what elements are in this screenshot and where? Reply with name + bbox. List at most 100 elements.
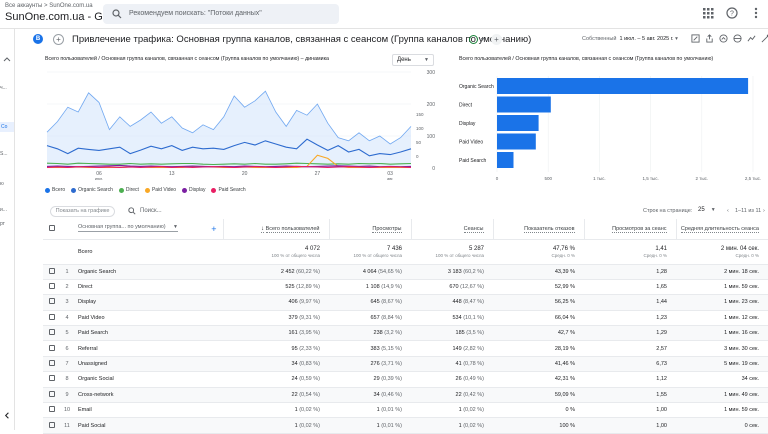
share-icon[interactable] [705, 34, 714, 43]
legend-swatch [45, 187, 50, 193]
views-pct: (3,2 %) [384, 330, 402, 337]
users-value: 525 [285, 284, 295, 291]
series-line [46, 138, 412, 157]
row-checkbox[interactable] [48, 406, 55, 413]
x-tick-label: 03 [387, 171, 393, 177]
table-row[interactable]: 11 Paid Social 1 (0,02 %) 1 (0,01 %) 1 (0,02… [43, 417, 768, 434]
y2-tick-label: 50 [416, 140, 422, 145]
column-header-avg-session-duration[interactable]: Средняя длительность сеанса [675, 219, 768, 240]
column-header-views[interactable]: Просмотры [328, 219, 411, 240]
table-row[interactable]: 1 Organic Search 2 452 (60,22 %) 4 064 (54,… [43, 264, 768, 280]
legend-item[interactable]: Organic Search [71, 187, 113, 193]
comparison-badge[interactable]: B [33, 34, 43, 44]
plot-rows-button[interactable]: Показать на графике [50, 206, 115, 217]
rail-item[interactable]: и... [0, 207, 7, 213]
legend-item[interactable]: Всего [45, 187, 65, 193]
row-checkbox[interactable] [48, 375, 55, 382]
account-breadcrumb[interactable]: Все аккаунты > SunOne.com.ua [5, 3, 93, 9]
chevron-down-icon[interactable]: ▾ [481, 37, 485, 43]
table-row[interactable]: 5 Paid Search 161 (3,95 %) 238 (3,2 %) 185 (… [43, 325, 768, 342]
select-all-checkbox[interactable] [48, 224, 55, 231]
next-page-button[interactable]: › [763, 208, 765, 214]
legend-swatch [211, 187, 217, 193]
help-icon[interactable]: ? [726, 7, 738, 19]
explore-icon[interactable] [761, 34, 768, 43]
channel-name: Email [74, 402, 223, 419]
bar-organic-search[interactable] [497, 78, 749, 94]
granularity-select[interactable]: День ▼ [392, 54, 434, 66]
x-tick-label: июл. [95, 176, 104, 181]
row-checkbox[interactable] [48, 344, 55, 351]
table-row[interactable]: 6 Referral 95 (2,33 %) 383 (5,15 %) 149 (2,8… [43, 340, 768, 357]
compare-icon[interactable] [733, 34, 742, 43]
x-tick-label: 0 [496, 176, 499, 181]
date-range-picker[interactable]: Собственный 1 июл. – 5 авг. 2025 г. ▾ [582, 36, 678, 42]
views-pct: (0,01 %) [381, 407, 402, 414]
y-tick-label: 300 [427, 70, 436, 76]
rail-item[interactable]: ю [0, 181, 4, 187]
column-header-bounce-rate[interactable]: Показатель отказов [492, 219, 584, 240]
add-comparison-button[interactable]: + [53, 34, 64, 45]
users-pct: (3,95 %) [299, 330, 320, 337]
row-checkbox[interactable] [48, 313, 55, 320]
bar-paid-search[interactable] [497, 152, 514, 168]
table-row[interactable]: 4 Paid Video 379 (9,31 %) 657 (8,84 %) 534 (… [43, 310, 768, 327]
rail-item[interactable]: ч... [0, 85, 7, 91]
table-row[interactable]: 8 Organic Social 24 (0,59 %) 29 (0,39 %) 26 … [43, 371, 768, 388]
row-checkbox[interactable] [48, 390, 55, 397]
edit-icon[interactable] [691, 34, 700, 43]
add-dimension-button[interactable]: + [211, 223, 217, 234]
legend-item[interactable]: Display [182, 187, 205, 193]
legend-item[interactable]: Paid Search [211, 187, 246, 193]
table-row[interactable]: 7 Unassigned 34 (0,83 %) 276 (3,71 %) 41 (0,… [43, 356, 768, 373]
trend-icon[interactable] [747, 34, 756, 43]
row-checkbox[interactable] [48, 421, 55, 428]
rail-item[interactable]: S... [0, 151, 8, 157]
chevron-left-icon[interactable] [3, 411, 12, 420]
add-report-button[interactable]: + [491, 34, 502, 45]
sessions-value: 1 [458, 407, 462, 414]
y2-tick-label: 150 [416, 112, 424, 117]
verified-check-icon [469, 35, 478, 44]
column-header-views-per-session[interactable]: Просмотров за сеанс [583, 219, 676, 240]
apps-grid-icon[interactable] [702, 7, 714, 19]
legend-item[interactable]: Paid Video [144, 187, 176, 193]
column-header-users[interactable]: ↓ Всего пользователей [222, 219, 329, 240]
bar-direct[interactable] [497, 96, 551, 113]
search-input[interactable]: Рекомендуем поискать: "Потоки данных" [103, 4, 339, 24]
channel-name: Referral [74, 340, 223, 357]
table-row[interactable]: 3 Display 406 (9,97 %) 645 (8,67 %) 448 (8,4… [43, 294, 768, 311]
avg-duration-value: 1 мин. 49 сек. [676, 387, 768, 404]
row-checkbox[interactable] [48, 298, 55, 305]
row-checkbox[interactable] [48, 329, 55, 336]
bar-display[interactable] [497, 115, 539, 131]
chevron-up-icon[interactable] [2, 55, 12, 65]
table-row[interactable]: 9 Cross-network 22 (0,54 %) 34 (0,46 %) 22 (… [43, 387, 768, 404]
dimension-select[interactable]: Основная группа... по умолчанию) ▼ [78, 224, 178, 232]
avg-duration-value: 2 мин. 18 сек. [676, 264, 768, 280]
sessions-value: 670 [449, 284, 459, 291]
bar-chart[interactable]: 0 500 1 тыс. 1,5 тыс. 2 тыс. 2,5 тыс. Organic … [455, 68, 767, 186]
rail-item[interactable]: рт [0, 221, 5, 227]
table-search-input[interactable]: Поиск... [140, 208, 162, 214]
row-checkbox[interactable] [48, 267, 55, 274]
column-header-sessions[interactable]: Сеансы [410, 219, 493, 240]
sort-arrow-icon: ↓ [261, 225, 265, 233]
row-checkbox[interactable] [48, 360, 55, 367]
rail-item-active[interactable]: Со [0, 122, 14, 132]
row-index: 2 [60, 279, 74, 296]
bar-paid-video[interactable] [497, 133, 536, 150]
chevron-down-icon: ▼ [424, 57, 429, 63]
date-range-value: 1 июл. – 5 авг. 2025 г. [619, 36, 674, 42]
table-row[interactable]: 2 Direct 525 (12,89 %) 1 108 (14,9 %) 670 (1… [43, 279, 768, 296]
legend-item[interactable]: Direct [118, 187, 139, 193]
insights-icon[interactable] [719, 34, 728, 43]
table-row[interactable]: 10 Email 1 (0,02 %) 1 (0,01 %) 1 (0,02 %) 0 %… [43, 402, 768, 419]
x-tick-label: 27 [315, 171, 321, 177]
rows-per-page-select[interactable]: 25 ▼ [698, 207, 716, 213]
more-vert-icon[interactable] [750, 7, 762, 19]
row-checkbox[interactable] [48, 283, 55, 290]
chevron-down-icon: ▼ [710, 207, 716, 213]
prev-page-button[interactable]: ‹ [727, 208, 729, 214]
